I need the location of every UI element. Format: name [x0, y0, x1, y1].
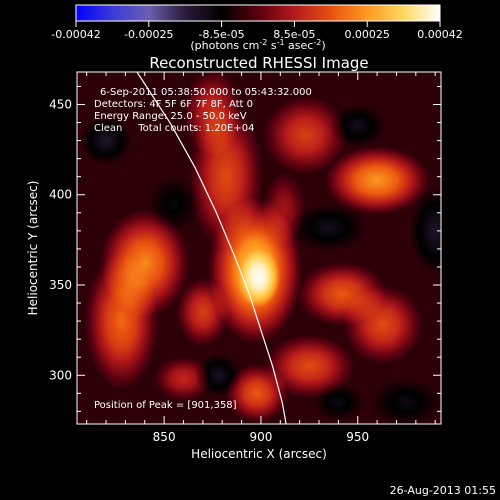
x-axis-ticks: 850 900 950	[86, 72, 436, 444]
annotation-clean-counts: Clean Total counts: 1.20E+04	[94, 123, 254, 134]
emission-source	[263, 96, 348, 175]
colorbar-tick-label: -0.00042	[51, 28, 100, 41]
annotation-peak-position: Position of Peak = [901,358]	[94, 400, 237, 411]
plot-frame	[76, 71, 442, 425]
solar-limb-line	[136, 72, 287, 424]
negative-residual	[194, 353, 242, 398]
y-axis-ticks: 300 350 400 450	[49, 85, 441, 412]
heatmap-sources	[79, 72, 441, 424]
colorbar-ticks: -0.00042 -0.00025 -8.5e-05 8.5e-05 0.00025 0.…	[51, 21, 463, 41]
colorbar-tick-label: -8.5e-05	[198, 28, 244, 41]
annotation-block: 6-Sep-2011 05:38:50.000 to 05:43:32.000 …	[94, 87, 312, 411]
negative-residual	[289, 202, 368, 252]
negative-residual	[312, 382, 365, 422]
y-tick-label: 300	[49, 368, 72, 382]
emission-source	[176, 277, 229, 347]
negative-residual	[79, 116, 133, 165]
y-tick-label: 450	[49, 97, 72, 111]
negative-residual	[147, 174, 200, 234]
emission-source	[238, 248, 280, 308]
colorbar-unit-label: (photons cm-2 s-1 asec-2)	[190, 38, 325, 52]
x-axis-label: Heliocentric X (arcsec)	[191, 447, 327, 461]
negative-residual	[328, 104, 387, 149]
emission-source	[324, 146, 430, 215]
y-axis-label: Heliocentric Y (arcsec)	[26, 181, 40, 316]
footer-timestamp: 26-Aug-2013 01:55	[390, 484, 496, 497]
chart-title: Reconstructed RHESSI Image	[149, 54, 368, 72]
emission-source	[343, 285, 423, 364]
negative-residual	[409, 186, 441, 275]
annotation-energy-range: Energy Range: 25.0 - 50.0 keV	[94, 111, 247, 122]
heatmap-area	[77, 72, 441, 424]
x-tick-label: 900	[249, 430, 272, 444]
emission-source	[183, 72, 242, 158]
y-tick-label: 350	[49, 278, 72, 292]
y-tick-label: 400	[49, 188, 72, 202]
emission-source	[84, 252, 159, 390]
colorbar-tick-label: 0.00025	[344, 28, 390, 41]
x-tick-label: 850	[153, 430, 176, 444]
annotation-time-range: 6-Sep-2011 05:38:50.000 to 05:43:32.000	[100, 87, 312, 98]
x-tick-label: 950	[346, 430, 369, 444]
annotation-detectors: Detectors: 4F 5F 6F 7F 8F, Att 0	[94, 99, 253, 110]
colorbar-gradient	[75, 4, 441, 22]
colorbar-tick-label: -0.00025	[124, 28, 173, 41]
emission-source	[264, 334, 354, 398]
colorbar-tick-label: 8.5e-05	[273, 28, 315, 41]
heatmap-image	[77, 72, 441, 424]
colorbar: -0.00042 -0.00025 -8.5e-05 8.5e-05 0.00025 0.…	[51, 4, 463, 52]
negative-residual	[369, 377, 441, 424]
colorbar-tick-label: 0.00042	[417, 28, 463, 41]
